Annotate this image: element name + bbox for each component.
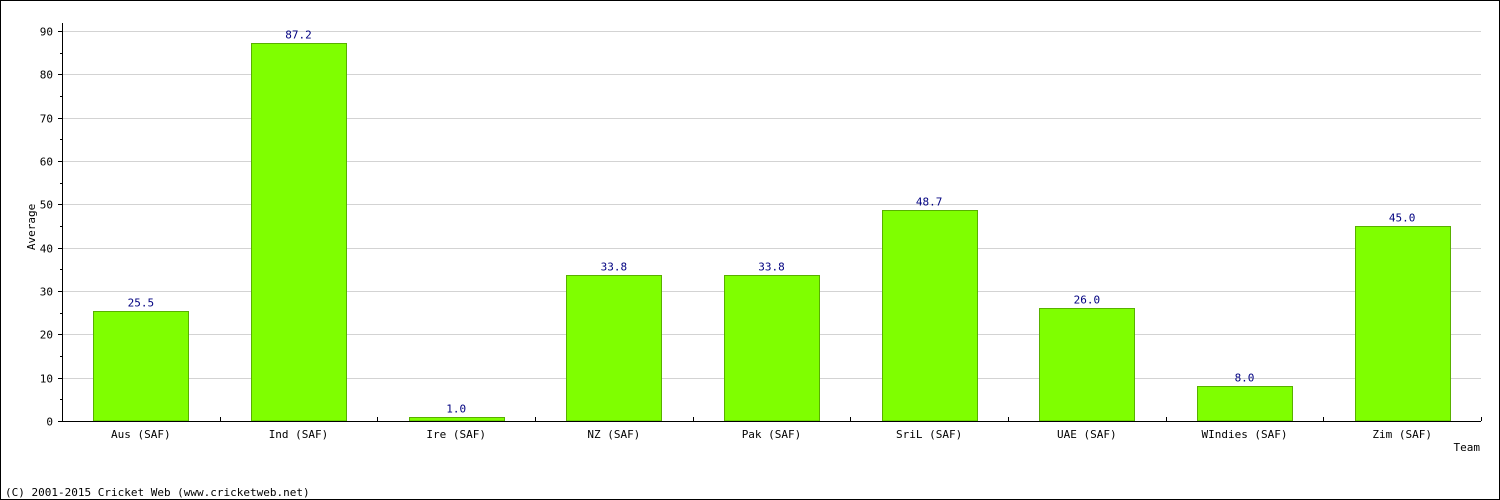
x-axis-label: Team [1454,441,1481,454]
x-tick-labels: Aus (SAF) Ind (SAF) Ire (SAF) NZ (SAF) Pak (… [111,428,1432,441]
y-tick-label: 50 [40,199,53,212]
y-tick-label: 10 [40,373,53,386]
y-tick-label: 80 [40,69,53,82]
bar [1039,308,1135,422]
y-axis-label: Average [25,204,38,250]
x-tick-label: WIndies (SAF) [1201,428,1287,441]
x-tick-label: SriL (SAF) [896,428,962,441]
value-label: 25.5 [128,297,155,310]
x-tick-label: Aus (SAF) [111,428,171,441]
x-tick-label: Pak (SAF) [742,428,802,441]
value-label: 87.2 [285,29,312,42]
x-tick-label: UAE (SAF) [1057,428,1117,441]
value-label: 33.8 [601,261,628,274]
bar [409,417,505,422]
x-tick-label: Ind (SAF) [269,428,329,441]
x-tick-label: NZ (SAF) [587,428,640,441]
y-tick-label: 90 [40,26,53,39]
x-tick-label: Zim (SAF) [1372,428,1432,441]
copyright-footer: (C) 2001-2015 Cricket Web (www.cricketwe… [5,486,310,499]
x-tick-label: Ire (SAF) [426,428,486,441]
y-tick-label: 40 [40,243,53,256]
y-tick-label: 60 [40,156,53,169]
y-tick-label: 70 [40,113,53,126]
y-tick-label: 0 [46,416,53,429]
bars [93,43,1451,422]
y-tick-label: 30 [40,286,53,299]
axes [58,23,1482,422]
value-label: 8.0 [1235,372,1255,385]
bar [1355,226,1451,422]
bar [251,43,347,422]
y-tick-label: 20 [40,329,53,342]
bar [93,311,189,422]
bar [566,275,662,422]
bar [724,275,820,422]
bar [1197,386,1293,422]
value-label: 1.0 [446,403,466,416]
value-label: 45.0 [1389,212,1416,225]
value-labels: 25.5 87.2 1.0 33.8 33.8 48.7 26.0 8.0 45.0 [128,29,1416,416]
value-label: 26.0 [1074,294,1101,307]
value-label: 33.8 [758,261,785,274]
bar [882,210,978,422]
value-label: 48.7 [916,196,943,209]
y-tick-labels: 0 10 20 30 40 50 60 70 80 90 [40,26,53,429]
